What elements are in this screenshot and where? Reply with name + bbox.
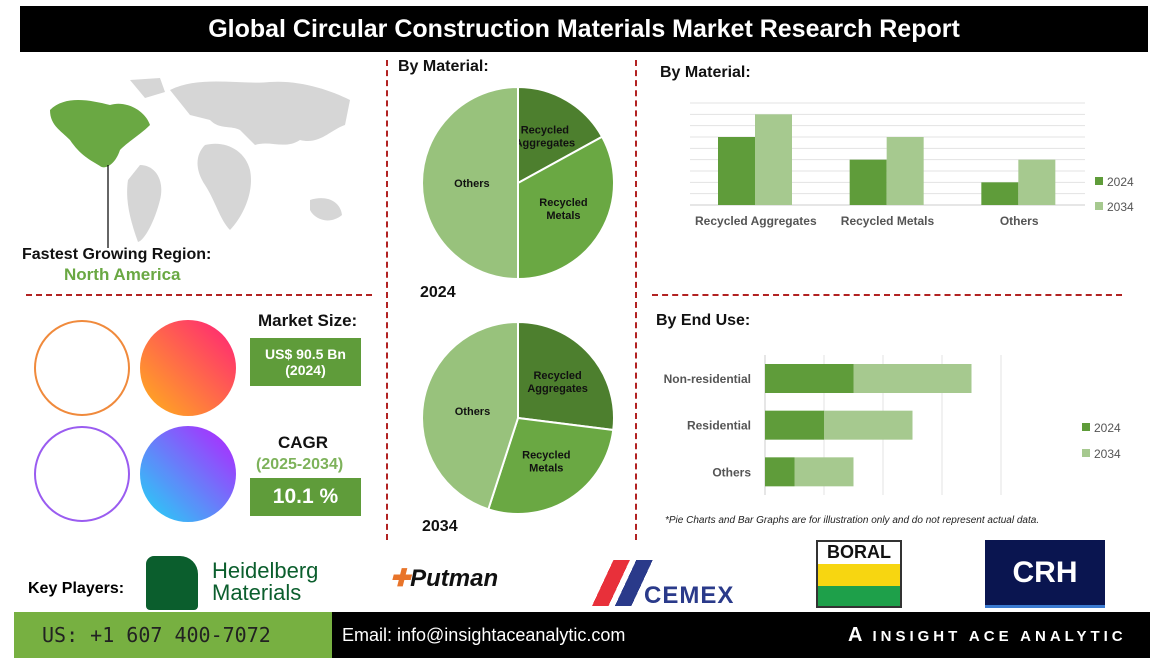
- gold-chart-icon: [140, 426, 236, 522]
- pie-chart-2034: Recycled Aggregates Recycled Metals Others: [421, 320, 615, 515]
- bar: [765, 410, 824, 440]
- market-size-box: US$ 90.5 Bn (2024): [250, 338, 361, 386]
- pie-slice: [517, 85, 604, 185]
- pie-slice: [421, 320, 519, 511]
- bar: [824, 410, 913, 440]
- y-tick-label: Non-residential: [664, 372, 751, 386]
- bar: [853, 364, 972, 393]
- bar: [981, 182, 1019, 205]
- heidelberg-logo-icon: [146, 556, 198, 610]
- x-tick-label: Recycled Aggregates: [695, 214, 817, 228]
- cagr-period: (2025-2034): [256, 456, 344, 473]
- putman-logo: ✚Putman: [390, 565, 499, 592]
- disclaimer-note: *Pie Charts and Bar Graphs are for illus…: [665, 515, 1040, 526]
- bar: [886, 137, 924, 205]
- gold-chart-icon: [140, 320, 236, 416]
- y-tick-label: Others: [712, 465, 751, 479]
- pie-label: Recycled Metals: [522, 450, 570, 475]
- legend-label: 2034: [1094, 447, 1121, 461]
- legend-swatch: [1095, 202, 1103, 210]
- cagr-value: 10.1 %: [250, 478, 361, 516]
- pie-chart-2024: Recycled Aggregates Recycled Metals Others: [421, 85, 615, 281]
- pie-year-2034: 2034: [422, 518, 458, 535]
- legend-label: 2024: [1107, 175, 1134, 189]
- legend-swatch: [1095, 177, 1103, 185]
- bar: [794, 457, 854, 487]
- world-map: [50, 78, 350, 248]
- pie-label: Recycled Aggregates: [515, 125, 576, 150]
- bar-chart-end-use: Non-residential Residential Others 2024 2034: [664, 355, 1121, 495]
- brand-name: A INSIGHT ACE ANALYTIC: [848, 623, 1127, 646]
- cagr-label: CAGR: [278, 433, 329, 452]
- legend-swatch: [1082, 449, 1090, 457]
- bar: [755, 114, 792, 205]
- region-label: Fastest Growing Region:: [22, 246, 212, 263]
- brand-logo-icon: A: [848, 623, 863, 646]
- legend-swatch: [1082, 423, 1090, 431]
- bar: [718, 137, 755, 205]
- market-size-value: US$ 90.5 Bn: [265, 346, 346, 362]
- x-tick-label: Others: [1000, 214, 1039, 228]
- region-value: North America: [64, 265, 181, 284]
- page-title: Global Circular Construction Materials M…: [20, 6, 1148, 52]
- gold-chart-icon: [34, 426, 130, 522]
- heidelberg-logo: Heidelberg Materials: [212, 558, 319, 605]
- key-players-label: Key Players:: [28, 580, 125, 597]
- bar: [765, 364, 854, 393]
- pie-label: Recycled Metals: [539, 197, 587, 222]
- pie-label: Others: [455, 406, 490, 418]
- bar-title: By Material:: [660, 64, 751, 81]
- pie-slice: [517, 135, 615, 281]
- legend-label: 2034: [1107, 200, 1134, 214]
- bar-chart-material: Recycled Aggregates Recycled Metals Others…: [690, 102, 1134, 228]
- bar: [765, 457, 795, 487]
- y-tick-label: Residential: [687, 419, 751, 433]
- x-tick-label: Recycled Metals: [841, 214, 935, 228]
- pie-title: By Material:: [398, 58, 489, 75]
- bar: [849, 159, 887, 205]
- phone-number: US: +1 607 400-7072: [14, 612, 332, 658]
- boral-logo: BORAL: [816, 540, 902, 608]
- hbar-title: By End Use:: [656, 312, 751, 329]
- market-size-label: Market Size:: [258, 311, 358, 330]
- gold-chart-icon: [34, 320, 130, 416]
- pie-slice: [421, 85, 519, 281]
- cemex-logo-icon: [586, 560, 656, 606]
- market-size-year: (2024): [285, 362, 326, 378]
- pie-slice: [487, 416, 615, 515]
- cemex-logo: CEMEX: [644, 582, 735, 609]
- email-address: Email: info@insightaceanalytic.com: [342, 624, 626, 645]
- pie-label: Recycled Aggregates: [527, 370, 588, 395]
- pie-year-2024: 2024: [420, 284, 456, 301]
- pie-label: Others: [454, 178, 489, 190]
- bar: [1018, 159, 1056, 205]
- pie-slice: [517, 320, 615, 432]
- legend-label: 2024: [1094, 421, 1121, 435]
- north-america-highlight: [50, 100, 150, 168]
- crh-logo: CRH: [985, 540, 1105, 608]
